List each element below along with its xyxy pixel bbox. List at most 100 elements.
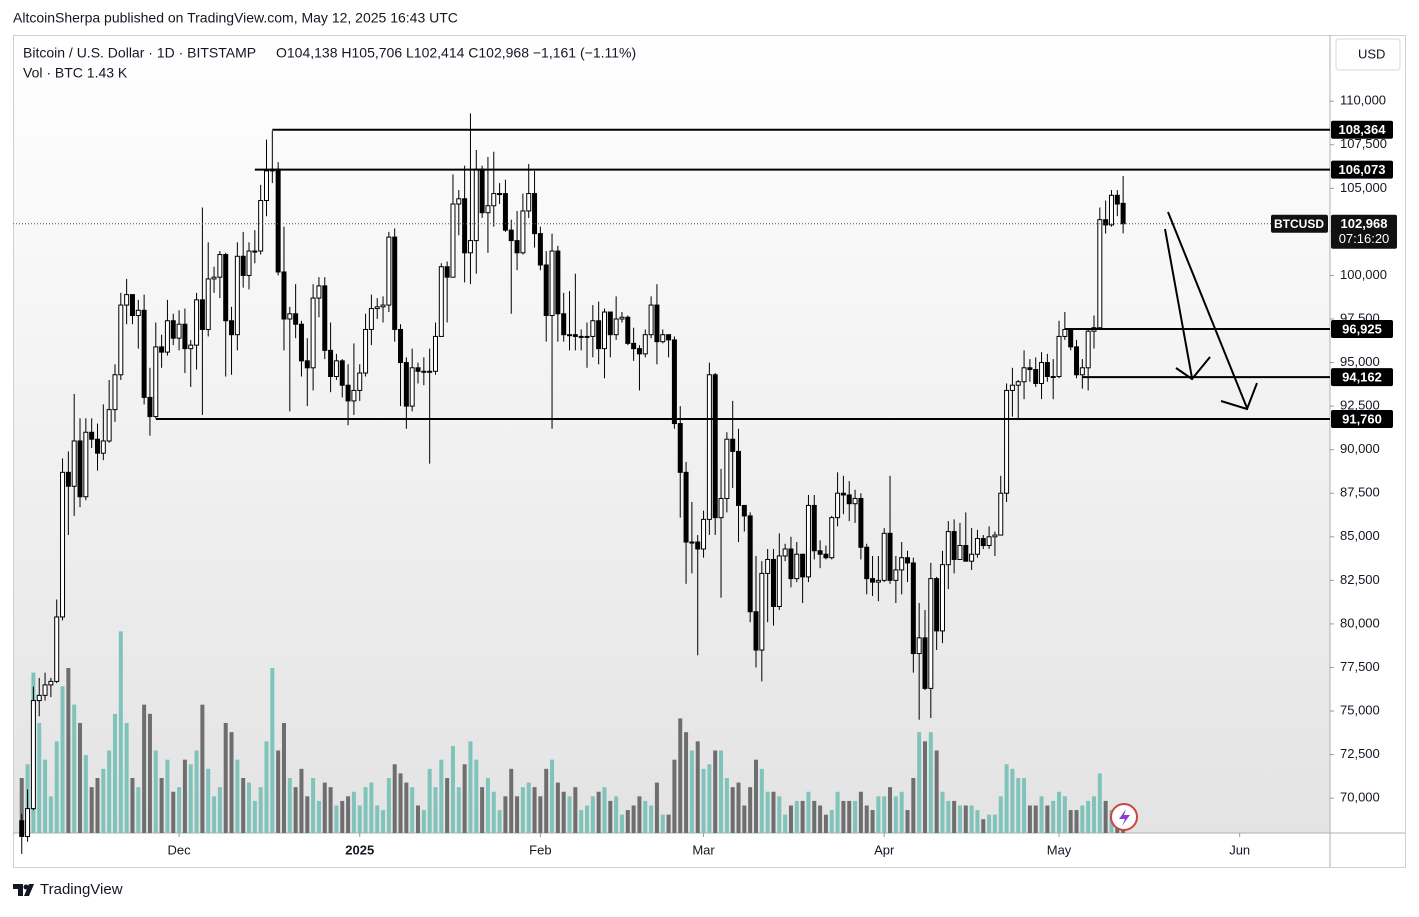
level-tag (1331, 368, 1393, 387)
candle-body (957, 545, 963, 560)
volume-bar (194, 750, 199, 833)
volume-bar (37, 723, 42, 833)
y-tick-label: 95,000 (1340, 354, 1380, 369)
candle-body (969, 553, 975, 562)
volume-bar (147, 713, 152, 833)
candle-body (1021, 367, 1027, 383)
candle-body (100, 440, 106, 454)
candle-body (1056, 335, 1062, 378)
volume-bar (485, 778, 490, 833)
volume-bar (614, 796, 619, 833)
candle-body (415, 367, 421, 372)
candle-body (514, 240, 520, 254)
x-tick-label: Feb (529, 842, 551, 857)
volume-bar (911, 778, 916, 833)
icon-bolt (1119, 809, 1130, 826)
volume-bar (724, 778, 729, 833)
candle-body (899, 557, 905, 571)
candle-body (421, 370, 427, 373)
candle-body (223, 254, 229, 322)
volume-bar (864, 805, 869, 833)
x-tick-label: May (1047, 842, 1072, 857)
candle-body (712, 374, 718, 519)
volume-bar (800, 800, 805, 833)
y-tick-label: 85,000 (1340, 528, 1380, 543)
y-tick-label: 90,000 (1340, 441, 1380, 456)
candle-body (706, 374, 712, 520)
x-tick-label: Dec (168, 842, 192, 857)
candle-body (893, 569, 899, 581)
y-tick-label: 105,000 (1340, 180, 1387, 195)
candle-body (677, 423, 683, 473)
candle-body (683, 471, 689, 543)
volume-bar (235, 759, 240, 833)
candle-body (625, 316, 631, 344)
candle-body (934, 578, 940, 632)
candle-body (765, 558, 771, 574)
volume-bar (369, 782, 374, 833)
drawn-arrows (1164, 211, 1258, 411)
candle-body (246, 250, 252, 276)
volume-bar (835, 791, 840, 833)
candle-body (654, 304, 660, 343)
volume-bar (812, 800, 817, 833)
volume-bar (905, 810, 910, 833)
candle-body (94, 438, 100, 454)
volume-bar (1022, 778, 1027, 833)
candle-body (648, 304, 654, 336)
level-label: 94,162 (1342, 370, 1382, 385)
volume-bar (963, 805, 968, 833)
candle-body (444, 266, 450, 278)
candle-body (124, 294, 130, 306)
publish-header: AltcoinSherpa published on TradingView.c… (13, 10, 458, 26)
currency-button[interactable] (1335, 38, 1401, 71)
x-tick-label: Jun (1229, 842, 1250, 857)
volume-bar (876, 796, 881, 833)
arrow-line (1164, 228, 1193, 379)
candle-body (164, 320, 170, 353)
candle-body (875, 579, 881, 583)
candle-body (293, 313, 299, 325)
candle-body (951, 531, 957, 560)
y-tick-label: 77,500 (1340, 659, 1380, 674)
candle-body (30, 700, 36, 810)
candle-body (357, 372, 363, 391)
candle-body (992, 534, 998, 538)
volume-bar (847, 800, 852, 833)
volume-bar (579, 810, 584, 833)
volume-bar (311, 778, 316, 833)
level-tag (1331, 320, 1393, 339)
volume-bar (491, 791, 496, 833)
candle-body (858, 497, 864, 548)
volume-bar (823, 814, 828, 833)
level-tag (1331, 160, 1393, 179)
level-label: 96,925 (1342, 321, 1382, 336)
volume-bar (276, 750, 281, 833)
volume-bar (695, 741, 700, 833)
volume-bar (328, 787, 333, 833)
y-tick-label: 100,000 (1340, 267, 1387, 282)
volume-bar (258, 787, 263, 833)
volume-label: Vol · BTC 1.43 K (23, 65, 128, 81)
volume-bar (112, 713, 117, 833)
volume-bar (794, 800, 799, 833)
volume-bar (1080, 805, 1085, 833)
candle-body (333, 360, 339, 378)
candle-body (636, 348, 642, 355)
candle-body (450, 203, 456, 278)
volume-bar (870, 810, 875, 833)
volume-bar (66, 668, 71, 833)
candle-body (182, 323, 188, 350)
volume-bar (532, 787, 537, 833)
candle-body (427, 370, 433, 373)
candle-body (351, 389, 357, 402)
candle-body (974, 538, 980, 555)
candle-body (788, 548, 794, 580)
candle-body (532, 193, 538, 235)
y-tick-label: 82,500 (1340, 572, 1380, 587)
candle-body (613, 318, 619, 336)
volume-bar (188, 764, 193, 833)
candle-body (456, 198, 462, 205)
volume-bar (357, 805, 362, 833)
watermark-icon (1110, 803, 1138, 831)
